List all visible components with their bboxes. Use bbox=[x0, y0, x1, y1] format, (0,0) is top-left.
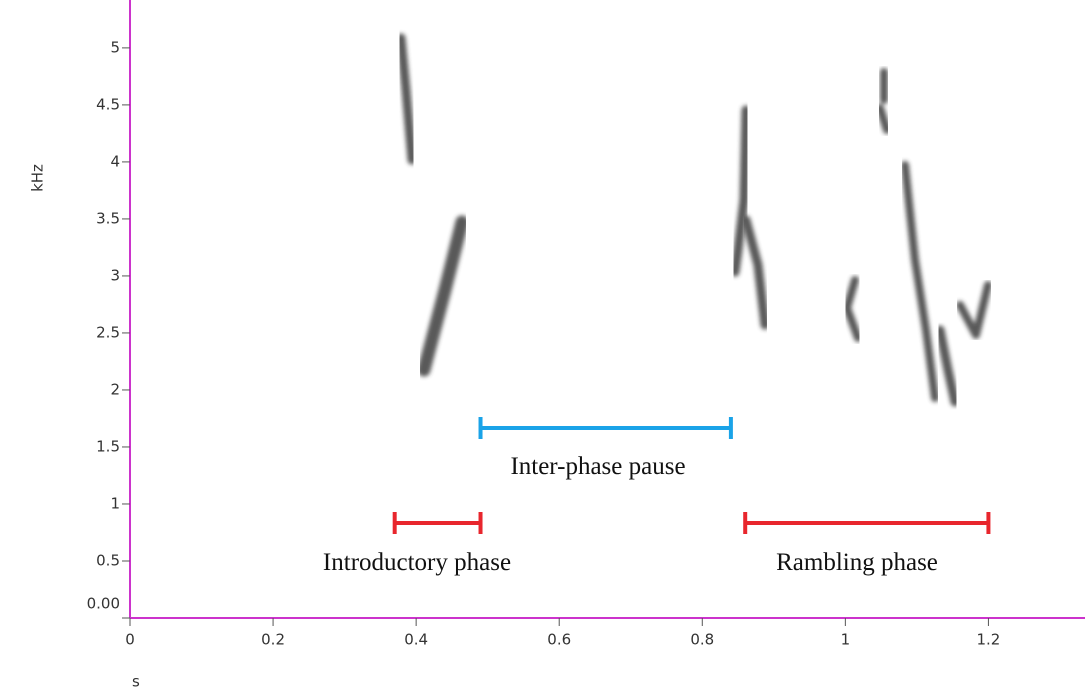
x-tick-label: 1.2 bbox=[976, 631, 1000, 649]
interval-label: Introductory phase bbox=[323, 549, 511, 576]
x-axis-label: s bbox=[132, 673, 140, 690]
y-tick-label: 2.5 bbox=[96, 323, 120, 341]
x-tick-label: 0 bbox=[125, 631, 135, 649]
y-tick-label: 0.00 bbox=[87, 595, 120, 613]
trace bbox=[876, 68, 891, 134]
y-tick-label: 0.5 bbox=[96, 551, 120, 569]
interval: Introductory phase bbox=[323, 512, 511, 576]
trace bbox=[730, 105, 751, 277]
trace bbox=[901, 161, 939, 402]
annotations: Inter-phase pause Introductory phase Ram… bbox=[323, 417, 991, 576]
trace bbox=[396, 33, 417, 165]
spectrogram-traces bbox=[396, 33, 992, 407]
y-tick-label: 3 bbox=[110, 266, 120, 284]
trace bbox=[417, 215, 469, 377]
trace bbox=[843, 276, 862, 342]
x-tick-label: 0.2 bbox=[261, 631, 285, 649]
y-tick-label: 4 bbox=[110, 152, 120, 170]
interval-label: Inter-phase pause bbox=[510, 453, 685, 480]
interval-label: Rambling phase bbox=[776, 549, 938, 576]
x-tick-label: 0.6 bbox=[547, 631, 571, 649]
y-axis-label: kHz bbox=[29, 164, 47, 192]
y-tick-label: 1 bbox=[110, 494, 120, 512]
y-tick-label: 3.5 bbox=[96, 209, 120, 227]
y-tick-label: 5 bbox=[110, 38, 120, 56]
x-tick-label: 1 bbox=[841, 631, 851, 649]
y-tick-label: 2 bbox=[110, 380, 120, 398]
interval: Rambling phase bbox=[743, 512, 991, 576]
x-tick-label: 0.8 bbox=[690, 631, 714, 649]
y-tick-label: 4.5 bbox=[96, 95, 120, 113]
interval: Inter-phase pause bbox=[478, 417, 733, 480]
trace bbox=[741, 215, 770, 330]
y-tick-label: 1.5 bbox=[96, 437, 120, 455]
trace bbox=[956, 281, 992, 339]
x-tick-label: 0.4 bbox=[404, 631, 428, 649]
trace bbox=[935, 325, 960, 407]
